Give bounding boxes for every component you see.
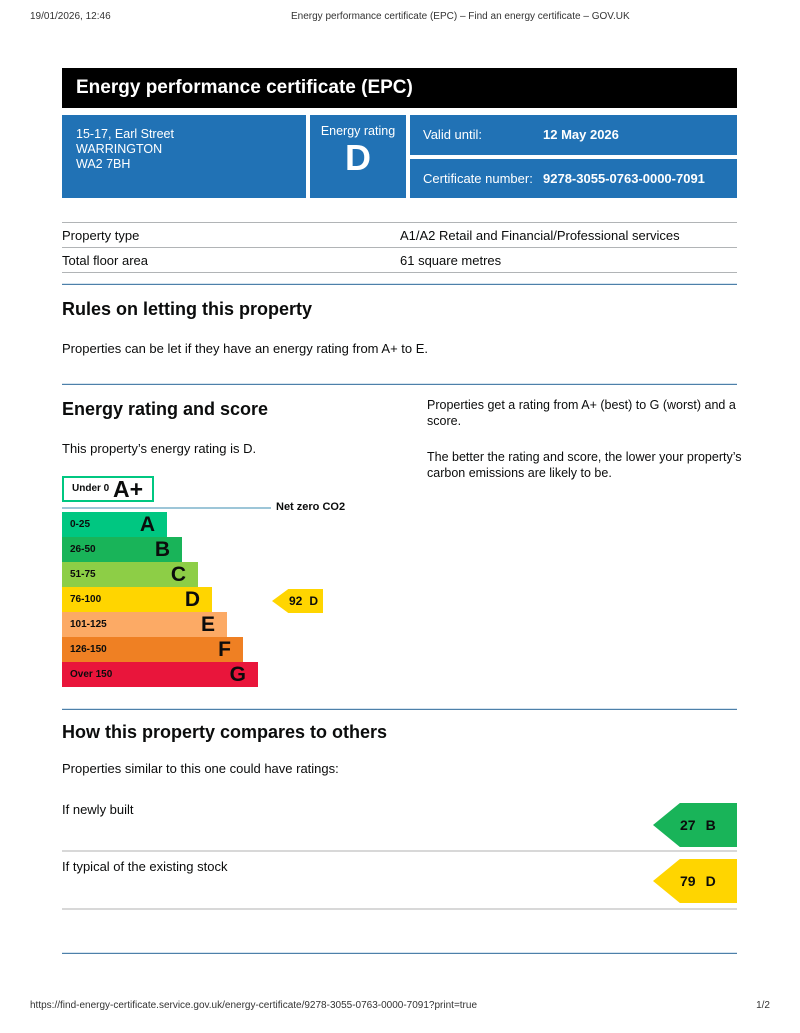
band-letter: B — [154, 538, 170, 561]
compare-row-newly-built: If newly built 27 B — [62, 795, 737, 852]
band-range-label: Over 150 — [70, 669, 113, 680]
rating-band-f: 126-150 F — [62, 637, 243, 662]
compare-band: B — [705, 817, 716, 833]
band-range-label: 51-75 — [70, 569, 96, 580]
energy-rating-value: D — [345, 137, 371, 178]
band-range-label: 0-25 — [70, 519, 91, 530]
table-row-property-type: Property type A1/A2 Retail and Financial… — [62, 223, 737, 248]
table-row-floor-area: Total floor area 61 square metres — [62, 248, 737, 273]
print-footer-page-number: 1/2 — [756, 1000, 770, 1011]
print-header-title: Energy performance certificate (EPC) – F… — [291, 11, 630, 22]
valid-until-row: Valid until: 12 May 2026 — [410, 115, 737, 155]
energy-rating-label: Energy rating — [320, 124, 396, 138]
band-range-label: 101-125 — [70, 619, 107, 630]
compare-heading: How this property compares to others — [62, 722, 388, 742]
certificate-banner-title: Energy performance certificate (EPC) — [76, 77, 413, 98]
certificate-number-value: 9278-3055-0763-0000-7091 — [543, 170, 705, 186]
net-zero-line — [62, 507, 271, 509]
compare-label: If newly built — [62, 802, 134, 817]
band-letter: A+ — [112, 476, 143, 502]
rating-band-a-plus: Under 0 A+ — [62, 476, 154, 502]
current-band: D — [309, 594, 319, 608]
rating-explainer-para-1: Properties get a rating from A+ (best) t… — [427, 398, 736, 428]
rules-heading: Rules on letting this property — [62, 299, 313, 319]
rating-band-g: Over 150 G — [62, 662, 258, 687]
rating-heading: Energy rating and score — [62, 399, 269, 419]
band-letter: D — [184, 588, 200, 611]
energy-rating-panel: Energy rating D — [310, 115, 406, 198]
rating-explainer: Properties get a rating from A+ (best) t… — [427, 397, 742, 481]
rating-explainer-para-2: The better the rating and score, the low… — [427, 450, 742, 480]
rating-band-d: 76-100 D — [62, 587, 212, 612]
section-divider — [62, 708, 737, 710]
existing-stock-rating-arrow-icon: 79 D — [653, 859, 737, 903]
compare-score: 79 — [680, 873, 696, 889]
section-divider — [62, 952, 737, 954]
band-letter: G — [229, 663, 246, 686]
rating-band-c: 51-75 C — [62, 562, 198, 587]
valid-until-value: 12 May 2026 — [543, 127, 619, 143]
band-letter: C — [170, 563, 186, 586]
print-footer-url: https://find-energy-certificate.service.… — [30, 1000, 478, 1011]
band-range-label: Under 0 — [72, 483, 110, 494]
compare-score: 27 — [680, 817, 696, 833]
current-score-arrow-icon: 92 D — [272, 589, 323, 613]
rating-band-a: 0-25 A — [62, 512, 167, 537]
rating-band-e: 101-125 E — [62, 612, 227, 637]
newly-built-rating-arrow-icon: 27 B — [653, 803, 737, 847]
band-range-label: 126-150 — [70, 644, 107, 655]
current-score: 92 — [289, 594, 303, 608]
section-divider — [62, 383, 737, 385]
compare-row-existing-stock: If typical of the existing stock 79 D — [62, 852, 737, 910]
property-details-table: Property type A1/A2 Retail and Financial… — [62, 222, 737, 273]
epc-rating-chart: Under 0 A+ Net zero CO2 0-25 A 26-50 B 5… — [62, 476, 407, 688]
valid-until-label: Valid until: — [423, 127, 483, 143]
print-header-datetime: 19/01/2026, 12:46 — [30, 11, 111, 22]
band-letter: F — [218, 638, 231, 661]
property-address: 15-17, Earl Street WARRINGTON WA2 7BH — [62, 115, 306, 198]
floor-area-value: 61 square metres — [400, 252, 502, 268]
band-letter: E — [200, 613, 215, 636]
compare-band: D — [705, 873, 716, 889]
rules-body: Properties can be let if they have an en… — [62, 341, 429, 356]
floor-area-label: Total floor area — [62, 252, 148, 268]
net-zero-label: Net zero CO2 — [276, 501, 346, 513]
band-range-label: 76-100 — [70, 594, 102, 605]
address-line-1: 15-17, Earl Street — [76, 127, 174, 141]
property-type-value: A1/A2 Retail and Financial/Professional … — [400, 227, 680, 243]
certificate-number-label: Certificate number: — [423, 170, 533, 186]
certificate-number-row: Certificate number: 9278-3055-0763-0000-… — [410, 158, 737, 198]
certificate-summary: 15-17, Earl Street WARRINGTON WA2 7BH En… — [62, 115, 737, 198]
compare-label: If typical of the existing stock — [62, 859, 228, 874]
band-range-label: 26-50 — [70, 544, 96, 555]
address-line-2: WARRINGTON — [76, 142, 163, 156]
rating-band-b: 26-50 B — [62, 537, 182, 562]
address-line-3: WA2 7BH — [76, 157, 131, 171]
section-divider — [62, 283, 737, 285]
compare-intro: Properties similar to this one could hav… — [62, 761, 339, 776]
property-type-label: Property type — [62, 227, 140, 243]
certificate-meta: Valid until: 12 May 2026 Certificate num… — [410, 115, 737, 198]
certificate-banner: Energy performance certificate (EPC) — [62, 68, 737, 108]
band-letter: A — [139, 513, 155, 536]
rating-intro: This property’s energy rating is D. — [62, 441, 257, 456]
